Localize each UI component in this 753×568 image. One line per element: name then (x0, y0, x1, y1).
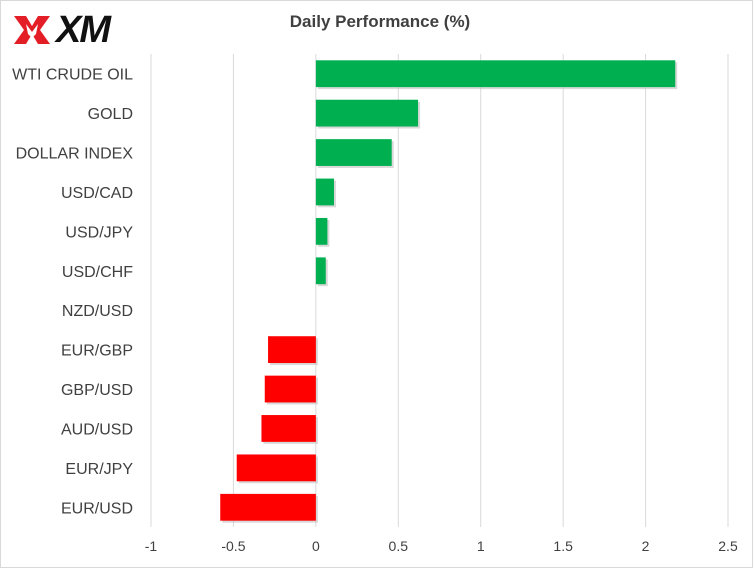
chart-title: Daily Performance (%) (289, 12, 471, 31)
logo-text: XM (56, 9, 111, 51)
bar (315, 217, 328, 245)
x-tick-label: 2 (642, 538, 650, 554)
bar (315, 60, 676, 88)
category-label: EUR/GBP (61, 343, 133, 360)
x-tick-label: 0 (312, 538, 320, 554)
x-tick-label: 1 (477, 538, 485, 554)
category-labels: WTI CRUDE OIL GOLD DOLLAR INDEX USD/CAD USD/… (12, 67, 133, 518)
bar (268, 336, 316, 364)
x-tick-label: -1 (145, 538, 158, 554)
bar (315, 99, 419, 127)
category-label: EUR/USD (61, 500, 133, 517)
x-tick-label: 0.5 (389, 538, 409, 554)
category-label: USD/CHF (62, 264, 133, 281)
bar (220, 493, 316, 521)
bar (261, 415, 316, 442)
category-label: USD/JPY (65, 224, 133, 241)
bar (264, 375, 316, 403)
category-label: USD/CAD (61, 185, 133, 202)
x-tick-label: -0.5 (221, 538, 245, 554)
bars (220, 60, 678, 523)
category-label: GOLD (88, 106, 133, 123)
bar (315, 257, 326, 285)
x-tick-label: 1.5 (553, 538, 573, 554)
gridlines (150, 54, 729, 527)
bar (315, 178, 334, 206)
bar (236, 454, 316, 482)
x-tick-label: 2.5 (718, 538, 738, 554)
category-label: DOLLAR INDEX (16, 146, 134, 163)
xm-logo: XM (12, 9, 111, 51)
bull-logo-icon (14, 16, 50, 44)
x-axis-tick-labels: -1 -0.5 0 0.5 1 1.5 2 2.5 (145, 538, 738, 554)
category-label: NZD/USD (62, 303, 133, 320)
category-label: GBP/USD (61, 382, 133, 399)
category-label: WTI CRUDE OIL (12, 67, 133, 84)
category-label: EUR/JPY (65, 461, 133, 478)
category-label: AUD/USD (61, 421, 133, 438)
bar (315, 139, 392, 166)
